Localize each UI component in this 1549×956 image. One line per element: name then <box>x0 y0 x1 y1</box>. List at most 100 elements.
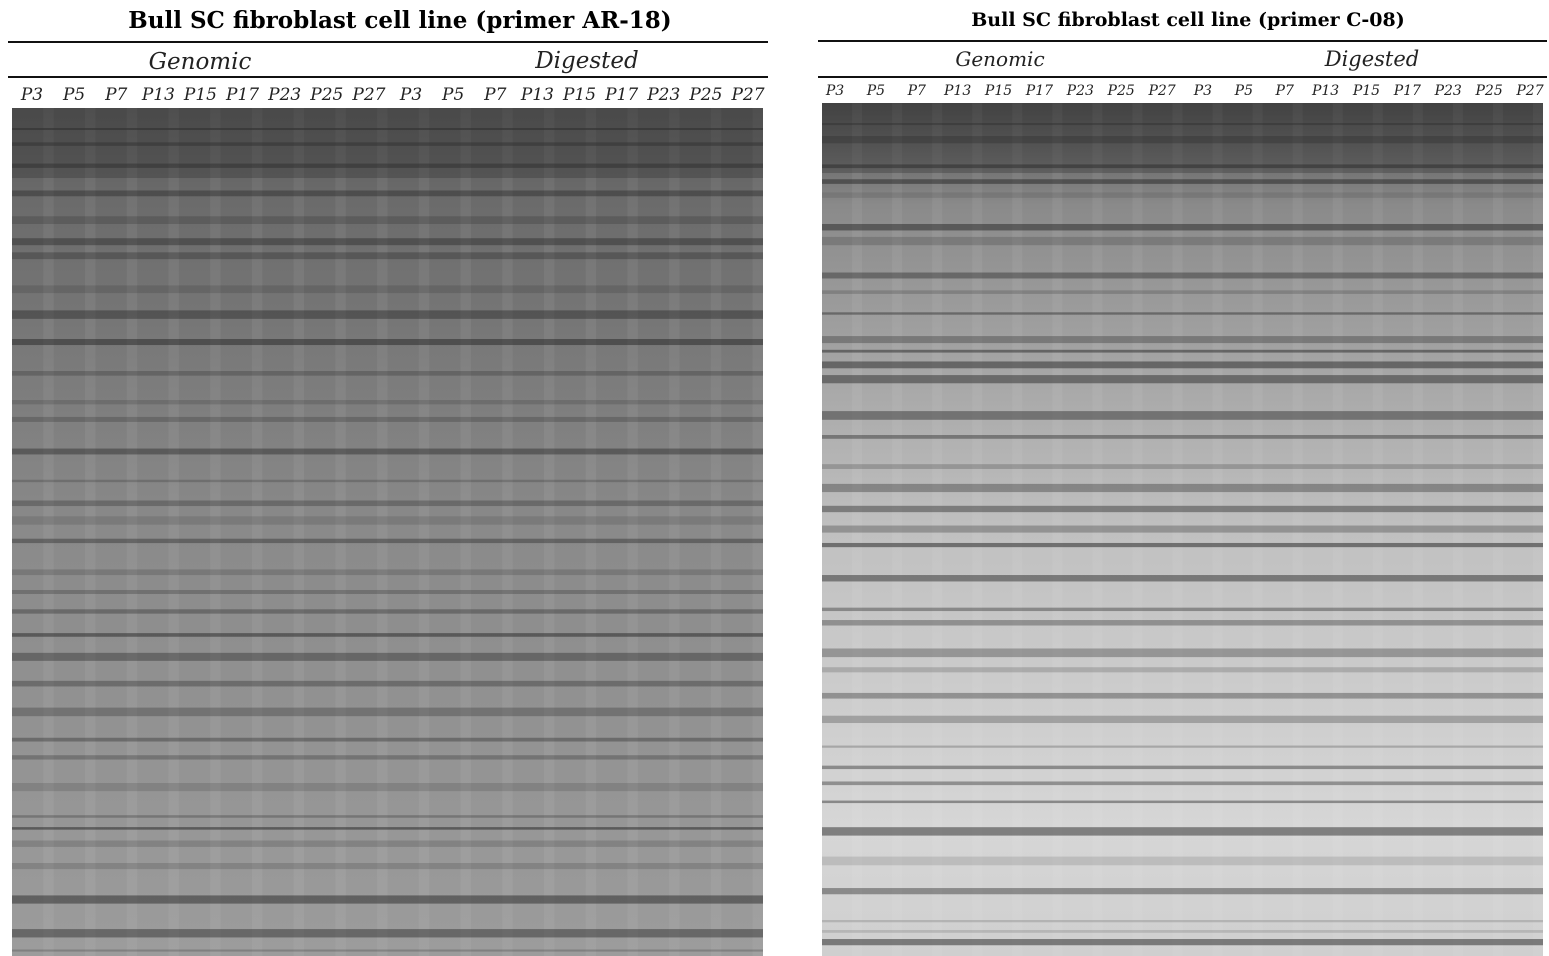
band <box>12 707 763 717</box>
band <box>12 416 763 422</box>
lane-stripe <box>293 108 305 956</box>
lane-stripe <box>85 108 96 956</box>
lane-label: P7 <box>1275 83 1294 99</box>
band <box>822 620 1543 626</box>
band <box>12 783 763 792</box>
band <box>822 336 1543 344</box>
band <box>822 179 1543 184</box>
lane-stripe <box>418 108 430 956</box>
lane-stripe <box>669 108 680 956</box>
lane-label: P15 <box>984 83 1012 99</box>
lane-stripe <box>43 108 54 956</box>
lane-label: P27 <box>730 85 764 105</box>
lane-label: P23 <box>1434 83 1462 99</box>
band <box>822 692 1543 699</box>
lane-stripe <box>1292 103 1303 956</box>
band <box>822 290 1543 294</box>
band <box>12 737 763 742</box>
lane-label: P17 <box>604 85 638 105</box>
lane-stripe <box>126 108 138 956</box>
band <box>12 516 763 525</box>
band <box>822 223 1543 231</box>
lane-label: P13 <box>1311 83 1339 99</box>
band <box>822 136 1543 144</box>
band <box>12 840 763 847</box>
lane-stripe <box>1452 103 1463 956</box>
lane-stripe <box>460 108 471 956</box>
band <box>12 400 763 405</box>
band <box>822 888 1543 895</box>
band <box>12 895 763 904</box>
band <box>12 680 763 687</box>
band <box>822 483 1543 493</box>
band <box>12 633 763 637</box>
band <box>12 862 763 870</box>
band <box>822 765 1543 770</box>
lane-stripe <box>852 103 863 956</box>
lane-stripe <box>335 108 346 956</box>
gel-image <box>822 103 1543 956</box>
lane-label: P13 <box>520 85 554 105</box>
lane-label: P7 <box>104 85 127 105</box>
group-label: Genomic <box>955 47 1044 71</box>
gel-top-shadow <box>12 108 763 178</box>
lane-label: P3 <box>20 85 43 105</box>
lane-label: P23 <box>1066 83 1094 99</box>
gel-image <box>12 108 763 956</box>
lane-stripe <box>1372 103 1383 956</box>
band <box>12 238 763 246</box>
band <box>12 500 763 507</box>
band <box>822 464 1543 469</box>
band <box>822 607 1543 612</box>
lane-label: P13 <box>943 83 971 99</box>
lane-stripe <box>752 108 763 956</box>
lane-label: P5 <box>62 85 85 105</box>
lane-stripe <box>1172 103 1183 956</box>
band <box>12 589 763 594</box>
band <box>12 929 763 938</box>
group-label: Genomic <box>149 49 252 75</box>
panel-title: Bull SC fibroblast cell line (primer C-0… <box>971 9 1404 31</box>
band <box>12 827 763 830</box>
band <box>822 920 1543 923</box>
band <box>12 128 763 131</box>
lane-label: P15 <box>562 85 596 105</box>
lane-stripe <box>210 108 221 956</box>
band <box>822 800 1543 804</box>
lane-label: P23 <box>267 85 301 105</box>
band <box>822 312 1543 315</box>
lane-label: P17 <box>225 85 259 105</box>
band <box>822 123 1543 126</box>
lane-stripe <box>710 108 722 956</box>
band <box>12 252 763 260</box>
lane-stripe <box>585 108 597 956</box>
lane-label: P27 <box>1515 83 1543 99</box>
band <box>12 609 763 614</box>
lane-stripe <box>1212 103 1223 956</box>
band <box>822 575 1543 582</box>
lane-label: P27 <box>1147 83 1175 99</box>
lane-label: P25 <box>1107 83 1135 99</box>
band <box>822 667 1543 673</box>
band <box>12 569 763 576</box>
lane-stripe <box>932 103 943 956</box>
band <box>822 411 1543 420</box>
lane-label: P7 <box>483 85 506 105</box>
lane-stripe <box>627 108 638 956</box>
band <box>12 285 763 294</box>
band <box>822 745 1543 748</box>
band <box>822 505 1543 513</box>
band <box>822 827 1543 836</box>
band <box>12 163 763 168</box>
band <box>822 435 1543 439</box>
band <box>822 781 1543 786</box>
lane-label: P17 <box>1393 83 1421 99</box>
band <box>822 939 1543 946</box>
lane-stripe <box>502 108 513 956</box>
group-label: Digested <box>1324 47 1420 71</box>
band <box>822 192 1543 198</box>
lane-label: P5 <box>866 83 885 99</box>
lane-label: P3 <box>399 85 422 105</box>
group-label: Digested <box>534 48 639 74</box>
band <box>822 236 1543 246</box>
